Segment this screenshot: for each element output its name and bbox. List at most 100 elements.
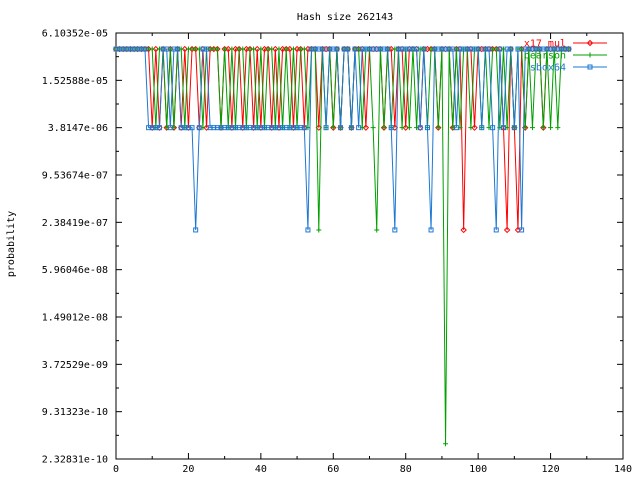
data-point (399, 125, 405, 131)
data-point (548, 125, 554, 131)
data-point (497, 46, 503, 52)
data-point (229, 46, 235, 52)
data-point (435, 124, 442, 131)
data-point (305, 227, 311, 233)
data-point (490, 125, 496, 131)
data-point (540, 124, 547, 131)
data-point (189, 125, 195, 131)
data-point (301, 46, 307, 52)
data-point (269, 46, 275, 52)
data-point (508, 46, 514, 52)
data-point (460, 226, 467, 234)
data-point (529, 125, 535, 131)
y-tick-label: 3.8147e-06 (48, 123, 108, 134)
plot-frame (115, 32, 624, 460)
y-tick-label: 2.32831e-10 (42, 455, 108, 466)
x-tick-label: 80 (400, 464, 412, 475)
data-point (316, 227, 322, 233)
data-point (276, 46, 282, 52)
series-lines (112, 45, 572, 447)
series-line-sbox64 (116, 48, 569, 230)
data-point (421, 46, 427, 52)
data-point (196, 125, 202, 131)
x-tick-label: 40 (255, 464, 267, 475)
data-point (356, 125, 362, 131)
data-point (406, 125, 412, 131)
data-point (424, 125, 430, 131)
data-point (479, 125, 485, 131)
data-point (475, 46, 481, 52)
data-point (381, 125, 387, 131)
legend-marker-pearson (587, 52, 593, 58)
data-point (414, 46, 420, 52)
y-tick-label: 1.52588e-05 (42, 76, 108, 87)
data-point (152, 45, 160, 53)
data-point (348, 125, 354, 131)
y-tick-label: 3.72529e-09 (42, 360, 108, 371)
data-point (193, 227, 199, 233)
data-point (566, 46, 572, 52)
legend-label-pearson: pearson (524, 51, 566, 62)
y-tick-label: 2.38419e-07 (42, 218, 108, 229)
data-point (453, 125, 459, 131)
x-tick-label: 100 (469, 464, 487, 475)
legend-label-sbox64: sbox64 (530, 63, 566, 74)
data-point (204, 46, 210, 52)
data-point (142, 46, 148, 52)
x-tick-label: 140 (614, 464, 632, 475)
axis-ticks: 0 20 40 60 80 100 120 140 6.10352e-05 1.52588e-05… (42, 29, 632, 476)
data-point (149, 46, 155, 52)
series-line-pearson (116, 48, 569, 444)
data-point (345, 46, 351, 52)
data-point (338, 125, 344, 131)
y-tick-label: 1.49012e-08 (42, 312, 108, 323)
data-point (251, 46, 257, 52)
data-point (500, 125, 506, 131)
data-point (254, 45, 261, 53)
data-point (370, 125, 376, 131)
y-axis-label: probability (6, 211, 17, 277)
data-point (388, 125, 394, 131)
data-point (319, 46, 325, 52)
data-point (283, 46, 289, 52)
data-point (240, 46, 246, 52)
data-point (511, 125, 517, 131)
data-point (156, 125, 162, 131)
data-point (417, 125, 423, 131)
data-point (323, 125, 329, 131)
data-point (225, 45, 232, 53)
x-tick-label: 20 (182, 464, 194, 475)
data-point (214, 46, 220, 52)
legend-marker-x17-mul (586, 39, 594, 47)
x-tick-label: 60 (327, 464, 339, 475)
data-point (519, 227, 525, 233)
data-point (334, 46, 340, 52)
data-point (385, 46, 391, 52)
data-point (503, 226, 511, 234)
x-tick-label: 0 (113, 464, 119, 475)
y-tick-label: 9.31323e-10 (42, 407, 108, 418)
data-point (181, 45, 189, 53)
data-point (450, 46, 456, 52)
data-point (493, 227, 499, 233)
data-point (175, 46, 181, 52)
data-point (164, 46, 170, 52)
y-tick-label: 9.53674e-07 (42, 171, 108, 182)
data-point (222, 46, 228, 52)
data-point (540, 125, 546, 131)
data-point (443, 441, 449, 447)
data-point (468, 125, 474, 131)
y-tick-label: 6.10352e-05 (42, 29, 108, 40)
data-point (486, 46, 492, 52)
y-tick-label: 5.96046e-08 (42, 265, 108, 276)
data-point (167, 125, 173, 131)
data-point (402, 124, 409, 131)
series-sbox64 (113, 46, 572, 233)
chart-title: Hash size 262143 (297, 12, 393, 23)
data-point (352, 46, 358, 52)
data-point (330, 125, 336, 131)
data-point (301, 125, 307, 131)
data-point (330, 124, 337, 131)
